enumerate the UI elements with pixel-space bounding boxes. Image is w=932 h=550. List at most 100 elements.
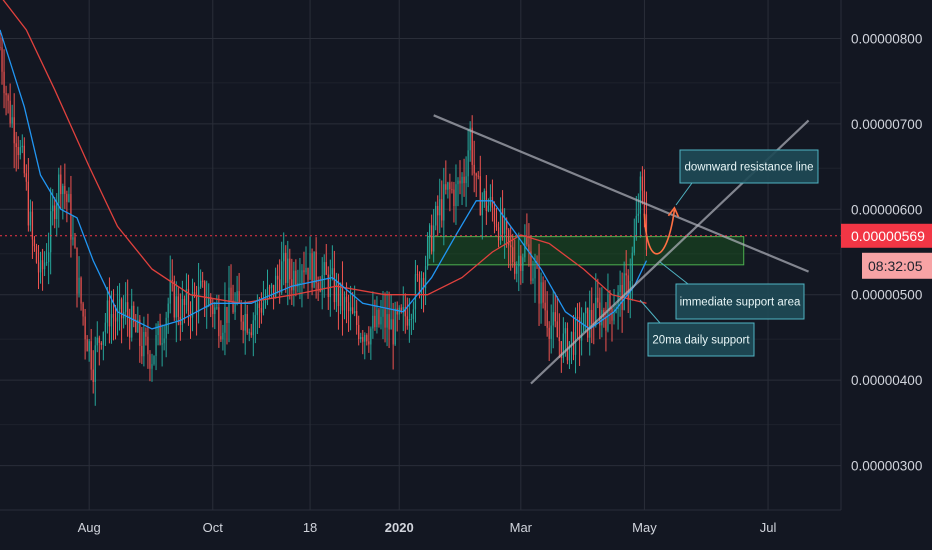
moving-average-layer	[0, 0, 648, 330]
candle-body	[256, 303, 258, 316]
candle-body	[564, 328, 567, 334]
y-tick-label: 0.00000500	[851, 288, 922, 303]
callout-resistance-pointer	[675, 182, 693, 206]
candle-body	[167, 303, 169, 318]
callout-ma-support-box	[647, 322, 755, 357]
candle-body	[386, 314, 388, 328]
candle-body	[226, 306, 228, 323]
y-axis-labels[interactable]: 0.00000300 0.00000400 0.00000500 0.00000600…	[851, 31, 922, 473]
callout-support-area: immediate support area	[659, 261, 805, 320]
candle-body	[469, 127, 471, 151]
candle-body	[459, 180, 461, 184]
candle-body	[360, 337, 362, 339]
candle-body	[311, 253, 313, 288]
candle-body	[13, 117, 15, 144]
candle-body	[171, 279, 173, 281]
candle-body	[274, 275, 277, 298]
candle-body	[615, 308, 617, 314]
candle-body	[183, 298, 186, 306]
candle-body	[497, 227, 500, 241]
candle-body	[408, 319, 410, 326]
candle-body	[390, 319, 392, 330]
candle-body	[536, 266, 538, 268]
candle-body	[382, 309, 384, 317]
candle-body	[62, 185, 64, 195]
candle-body	[195, 295, 198, 312]
candle-body	[76, 247, 78, 294]
candle-body	[252, 320, 254, 336]
candle-body	[104, 322, 107, 333]
candle-body	[80, 277, 82, 304]
candle-body	[98, 337, 100, 343]
candle-body	[591, 309, 593, 324]
candle-body	[9, 100, 11, 124]
x-tick-label: 18	[303, 520, 317, 535]
candle-body	[627, 275, 629, 300]
candle-body	[173, 280, 175, 318]
candle-body	[295, 270, 297, 287]
candle-body	[155, 334, 157, 356]
candle-body	[380, 316, 382, 325]
y-tick-label: 0.00000600	[851, 202, 922, 217]
callout-resistance-box	[679, 149, 819, 184]
candle-body	[43, 262, 46, 270]
candle-body	[568, 341, 571, 361]
candle-body	[31, 211, 34, 240]
candle-body	[560, 341, 562, 359]
y-tick-label: 0.00000700	[851, 117, 922, 132]
candle-body	[27, 181, 29, 226]
candle-body	[522, 257, 524, 271]
candle-body	[52, 205, 54, 212]
candle-body	[518, 255, 520, 267]
support-zone-rect	[427, 236, 745, 266]
candle-body	[54, 205, 56, 220]
candle-body	[335, 281, 338, 303]
candle-body	[372, 315, 374, 329]
candle-body	[516, 266, 518, 274]
candle-body	[212, 304, 214, 315]
candle-body	[546, 310, 548, 328]
candle-body	[587, 307, 589, 338]
candle-body	[230, 287, 232, 301]
candle-body	[210, 297, 212, 305]
candle-body	[151, 364, 153, 369]
candle-body	[605, 317, 607, 331]
candle-body	[609, 294, 611, 309]
candle-body	[420, 278, 423, 294]
candle-body	[623, 273, 625, 310]
candle-body	[248, 332, 250, 334]
trend-line-layer	[433, 114, 810, 385]
candle-body	[503, 220, 506, 234]
candle-body	[574, 316, 577, 355]
candle-body	[327, 274, 329, 297]
candle-body	[50, 211, 52, 253]
candle-body	[376, 309, 378, 328]
candle-body	[118, 299, 121, 310]
candle-body	[1, 47, 3, 72]
candle-body	[394, 308, 396, 345]
candle-body	[412, 309, 415, 319]
candle-body	[461, 176, 463, 184]
candle-body	[287, 258, 289, 283]
candle-body	[514, 262, 516, 274]
candle-body	[127, 302, 129, 319]
x-tick-label: Oct	[203, 520, 224, 535]
sma20-line	[0, 29, 648, 330]
candle-body	[595, 297, 597, 326]
candle-body	[0, 46, 1, 48]
candle-body	[402, 307, 404, 311]
candle-body	[445, 184, 447, 190]
candle-body	[471, 127, 473, 165]
candle-body	[424, 266, 427, 289]
candle-body	[619, 284, 621, 293]
candle-body	[325, 262, 327, 275]
x-axis-labels[interactable]: Aug Oct 18 2020 Mar May Jul	[78, 520, 777, 535]
candle-body	[406, 316, 408, 326]
candle-body	[145, 332, 147, 337]
candle-body	[467, 150, 469, 177]
candle-body	[41, 260, 44, 270]
candle-body	[455, 184, 457, 207]
candle-body	[552, 312, 554, 326]
